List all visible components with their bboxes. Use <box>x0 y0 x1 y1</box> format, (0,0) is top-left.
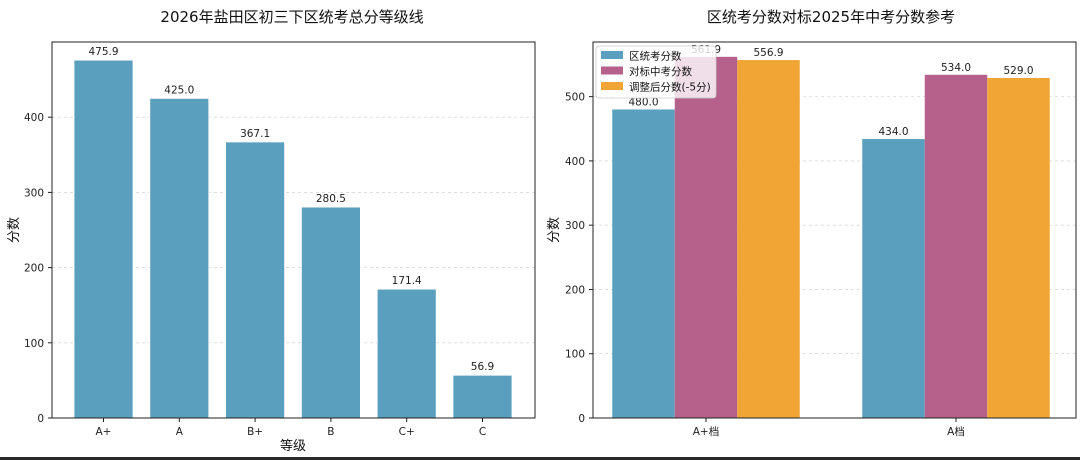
x-tick-label: A <box>176 426 184 438</box>
y-tick-label: 200 <box>565 284 585 296</box>
chart-left-y-ticks: 0 100 200 300 400 <box>24 112 52 425</box>
bar <box>73 59 134 419</box>
y-tick-label: 400 <box>565 156 585 168</box>
y-tick-label: 100 <box>565 349 585 361</box>
chart-right-y-ticks: 0 100 200 300 400 500 <box>565 92 593 425</box>
x-tick-label: A档 <box>947 425 965 438</box>
y-tick-label: 300 <box>565 220 585 232</box>
bar-data-label: 475.9 <box>88 46 118 58</box>
chart-left: 2026年盐田区初三下区统考总分等级线 475.9 425.0 367.1 280.5… <box>7 8 536 454</box>
chart-right-bars <box>612 56 1050 419</box>
bar-data-label: 280.5 <box>316 193 346 205</box>
y-tick-label: 400 <box>24 112 44 124</box>
x-tick-label: C <box>479 426 486 438</box>
legend-swatch <box>601 51 623 59</box>
chart-left-frame <box>51 41 536 419</box>
legend-box <box>595 45 717 99</box>
chart-right-x-ticks: A+档 A档 <box>693 418 965 438</box>
bar-data-label: 171.4 <box>392 275 422 287</box>
chart-right-y-axis-label: 分数 <box>547 217 562 243</box>
bar-data-label: 434.0 <box>878 126 908 138</box>
bar <box>300 206 361 419</box>
legend-entry: 对标中考分数 <box>629 65 692 78</box>
legend-entry: 调整后分数(-5分) <box>629 81 711 94</box>
bar-data-label: 425.0 <box>164 84 194 96</box>
bar <box>737 60 800 419</box>
y-tick-label: 500 <box>565 92 585 104</box>
bar-data-label: 367.1 <box>240 128 270 140</box>
legend-swatch <box>601 66 623 75</box>
x-tick-label: A+档 <box>693 425 719 438</box>
bar <box>452 374 513 419</box>
y-tick-label: 300 <box>24 187 44 199</box>
bar <box>149 98 210 419</box>
bottom-rule <box>0 457 1080 460</box>
chart-right-frame <box>592 41 1077 419</box>
chart-left-x-axis-label: 等级 <box>280 438 306 454</box>
bar <box>225 141 286 419</box>
chart-left-title: 2026年盐田区初三下区统考总分等级线 <box>160 8 423 26</box>
bar-data-label: 529.0 <box>1003 65 1033 77</box>
bar-data-label: 534.0 <box>941 62 971 74</box>
bar <box>862 139 925 419</box>
x-tick-label: C+ <box>399 426 415 438</box>
legend-entry: 区统考分数 <box>629 50 682 63</box>
chart-left-data-labels: 475.9 425.0 367.1 280.5 171.4 56.9 <box>88 46 494 373</box>
y-tick-label: 0 <box>37 413 44 425</box>
y-tick-label: 200 <box>24 263 44 275</box>
chart-right-title: 区统考分数对标2025年中考分数参考 <box>707 8 955 26</box>
chart-left-bars <box>73 59 513 419</box>
chart-right: 区统考分数对标2025年中考分数参考 480.0561.9556.9434.05… <box>547 8 1077 438</box>
chart-left-y-axis-label: 分数 <box>7 217 22 243</box>
bar <box>674 56 738 419</box>
bar <box>376 288 437 419</box>
x-tick-label: B <box>327 426 334 438</box>
bar-data-label: 480.0 <box>628 96 658 108</box>
y-tick-label: 100 <box>24 338 44 350</box>
x-tick-label: A+ <box>96 426 112 438</box>
bar <box>924 74 988 419</box>
bar-data-label: 56.9 <box>471 361 494 373</box>
legend-swatch <box>601 82 623 90</box>
y-tick-label: 0 <box>578 413 585 425</box>
bar <box>987 77 1050 418</box>
bar <box>612 109 675 418</box>
chart-left-x-ticks: A+ A B+ B C+ C <box>96 418 486 438</box>
x-tick-label: B+ <box>247 426 263 438</box>
bar-data-label: 556.9 <box>753 47 783 59</box>
